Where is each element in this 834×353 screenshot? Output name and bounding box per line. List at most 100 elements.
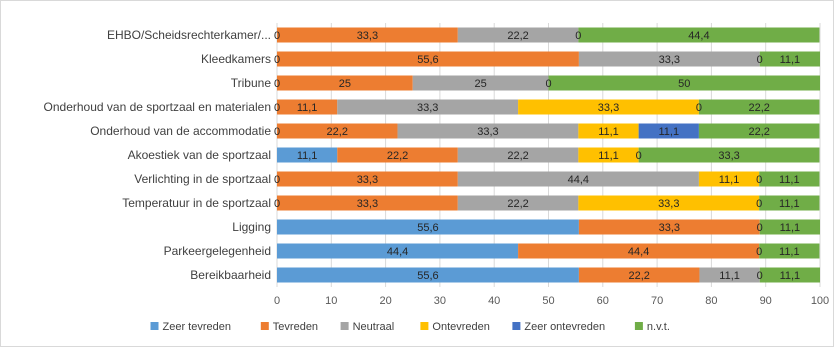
x-tick-label: 0 xyxy=(274,295,280,307)
data-label: 33,3 xyxy=(477,126,498,138)
data-label: 25 xyxy=(339,78,351,90)
data-label: 22,2 xyxy=(507,198,528,210)
bar-segment xyxy=(548,75,820,91)
bar-segment xyxy=(699,267,760,283)
data-label: 0 xyxy=(756,198,762,210)
category-label: Parkeergelegenheid xyxy=(164,244,271,258)
data-label: 0 xyxy=(636,150,642,162)
bar-segment xyxy=(698,123,820,139)
data-label: 11,1 xyxy=(297,150,318,162)
category-label: EHBO/Scheidsrechterkamer/... xyxy=(107,28,271,42)
data-label: 55,6 xyxy=(417,270,438,282)
data-label: 11,1 xyxy=(658,126,679,138)
legend-swatch xyxy=(420,322,429,330)
bar-segment xyxy=(518,243,760,259)
bar-segment xyxy=(759,243,820,259)
data-label: 0 xyxy=(274,198,280,210)
data-label: 0 xyxy=(757,54,763,66)
data-label: 22,2 xyxy=(387,150,408,162)
bar-segment xyxy=(277,267,579,283)
bar-segment xyxy=(457,147,579,163)
bar-segment xyxy=(759,267,820,283)
data-label: 0 xyxy=(756,246,762,258)
data-label: 50 xyxy=(678,78,690,90)
legend-label: Ontevreden xyxy=(432,321,489,333)
bar-segment xyxy=(457,195,579,211)
x-tick-label: 90 xyxy=(760,295,772,307)
bar-segment xyxy=(638,123,699,139)
data-label: 0 xyxy=(575,30,581,42)
data-label: 11,1 xyxy=(780,270,801,282)
data-label: 22,2 xyxy=(628,270,649,282)
data-label: 22,2 xyxy=(507,150,528,162)
bar-segment xyxy=(698,99,820,115)
x-tick-label: 70 xyxy=(651,295,663,307)
data-label: 33,3 xyxy=(357,174,378,186)
data-label: 11,1 xyxy=(297,102,318,114)
bar-segment xyxy=(277,219,579,235)
data-label: 11,1 xyxy=(779,246,800,258)
legend-label: Tevreden xyxy=(273,321,318,333)
data-label: 55,6 xyxy=(417,54,438,66)
bar-segment xyxy=(277,99,338,115)
bar-segment xyxy=(578,123,639,139)
data-label: 22,2 xyxy=(748,102,769,114)
category-label: Onderhoud van de sportzaal en materialen xyxy=(44,100,271,114)
category-label: Kleedkamers xyxy=(201,52,271,66)
bar-segment xyxy=(277,195,458,211)
data-label: 0 xyxy=(757,270,763,282)
bar-segment xyxy=(337,147,458,163)
bar-segment xyxy=(578,27,820,43)
data-label: 0 xyxy=(274,78,280,90)
x-tick-label: 50 xyxy=(542,295,554,307)
data-label: 33,3 xyxy=(598,102,619,114)
bar-segment xyxy=(578,219,760,235)
category-label: Ligging xyxy=(232,220,271,234)
data-label: 22,2 xyxy=(748,126,769,138)
category-label: Bereikbaarheid xyxy=(190,268,271,282)
bar-segment xyxy=(698,171,760,187)
bar-segment xyxy=(578,147,639,163)
bars xyxy=(277,27,820,283)
x-tick-label: 100 xyxy=(811,295,829,307)
data-label: 11,1 xyxy=(780,54,801,66)
data-label: 11,1 xyxy=(719,270,740,282)
data-label: 33,3 xyxy=(357,198,378,210)
data-label: 22,2 xyxy=(507,30,528,42)
x-tick-label: 30 xyxy=(434,295,446,307)
bar-segment xyxy=(578,267,700,283)
data-label: 0 xyxy=(274,174,280,186)
bar-segment xyxy=(412,75,549,91)
data-label: 0 xyxy=(696,102,702,114)
category-labels: EHBO/Scheidsrechterkamer/... Kleedkamers T… xyxy=(44,28,272,282)
legend-label: n.v.t. xyxy=(647,321,670,333)
data-label: 25 xyxy=(475,78,487,90)
data-label: 44,4 xyxy=(387,246,408,258)
data-label: 11,1 xyxy=(719,174,740,186)
bar-segment xyxy=(277,27,458,43)
data-labels: 0 33,3 22,2 0 44,4 0 55,6 33,3 0 11,1 0 25 25 0 50 0 11,… xyxy=(274,30,800,282)
data-label: 0 xyxy=(756,174,762,186)
legend-label: Zeer ontevreden xyxy=(524,321,605,333)
x-tick-label: 60 xyxy=(597,295,609,307)
bar-segment xyxy=(578,51,760,67)
legend-label: Neutraal xyxy=(353,321,395,333)
category-label: Temperatuur in de sportzaal xyxy=(122,196,271,210)
bar-segment xyxy=(457,27,579,43)
x-tick-label: 20 xyxy=(379,295,391,307)
data-label: 11,1 xyxy=(598,126,619,138)
data-label: 0 xyxy=(545,78,551,90)
bar-segment xyxy=(397,123,579,139)
bar-segment xyxy=(277,75,413,91)
x-tick-label: 10 xyxy=(325,295,337,307)
bar-segment xyxy=(277,243,519,259)
category-label: Akoestiek van de sportzaal xyxy=(128,148,271,162)
data-label: 0 xyxy=(274,102,280,114)
legend-swatch xyxy=(634,322,643,330)
bar-segment xyxy=(638,147,820,163)
x-axis-tick-labels: 0 10 20 30 40 50 60 70 80 90 100 xyxy=(274,295,829,307)
legend-swatch xyxy=(150,322,159,330)
x-tick-label: 40 xyxy=(488,295,500,307)
legend-label: Zeer tevreden xyxy=(163,321,231,333)
